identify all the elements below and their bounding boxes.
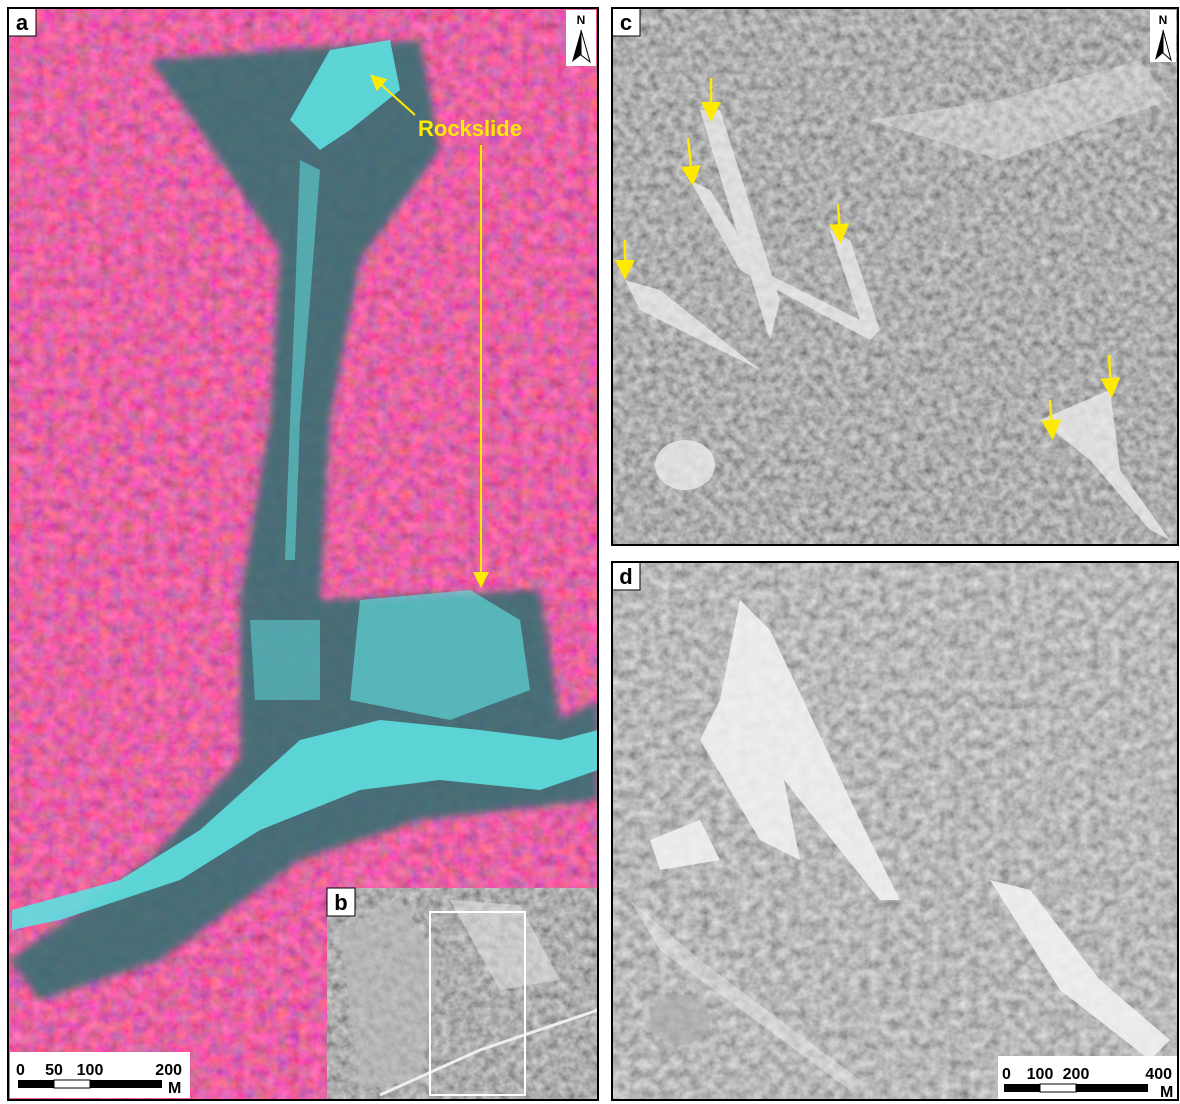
panel-label: c	[620, 10, 632, 35]
panel-c: N c	[612, 8, 1178, 545]
scale-label: 200	[1063, 1066, 1090, 1083]
annotation: Rockslide	[418, 116, 522, 141]
scale-unit: M	[1160, 1084, 1173, 1101]
scale-unit: M	[168, 1080, 181, 1097]
north-label: N	[1159, 13, 1168, 27]
scale-label: 100	[77, 1062, 104, 1079]
north-label: N	[577, 13, 586, 27]
scale-label: 50	[45, 1062, 63, 1079]
panel-label: b	[334, 890, 347, 915]
scale-label: 0	[1002, 1066, 1011, 1083]
panel-label: a	[16, 10, 29, 35]
scale-label: 0	[16, 1062, 25, 1079]
scale-label: 100	[1027, 1066, 1054, 1083]
panel-label: d	[619, 564, 632, 589]
panel-b: b	[327, 888, 598, 1100]
scale-label: 400	[1145, 1066, 1172, 1083]
scale-label: 200	[155, 1062, 182, 1079]
figure: Rockslide N 050100200M b a N c 010020040…	[0, 0, 1180, 1104]
